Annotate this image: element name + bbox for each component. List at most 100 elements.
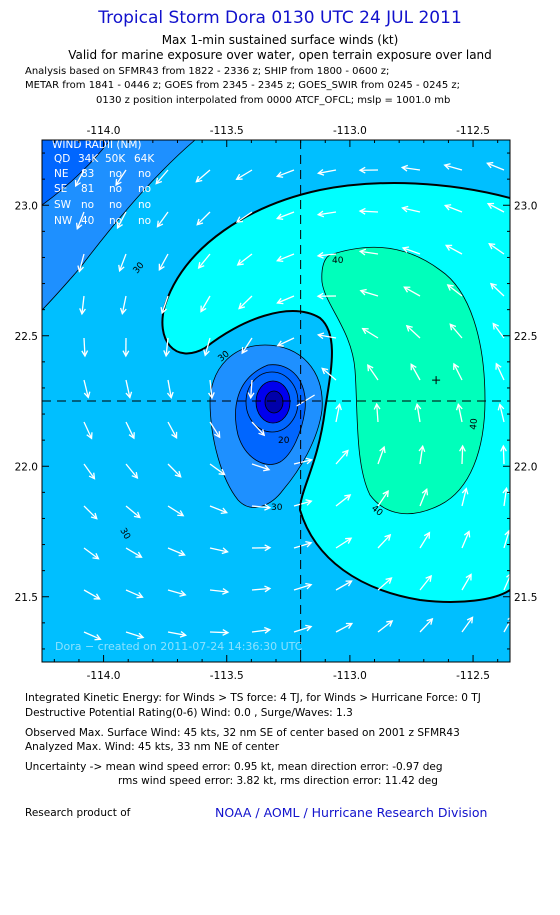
wind-arrow — [115, 169, 127, 187]
lon-tick-label-bottom: -113.5 — [210, 670, 244, 682]
wind-arrow — [75, 211, 85, 230]
lat-tick-label-left: 23.0 — [15, 200, 38, 212]
wind-arrow — [293, 624, 313, 633]
wind-arrow — [419, 531, 431, 549]
wind-arrow — [293, 582, 313, 591]
lat-tick-label-left: 21.5 — [15, 592, 38, 604]
wind-arrow — [251, 503, 272, 511]
wind-arrow — [163, 337, 171, 358]
wind-radii-cell: no — [109, 183, 122, 195]
wind-arrow — [251, 626, 272, 634]
wind-arrow — [275, 169, 295, 178]
wind-arrow — [358, 207, 379, 215]
wind-arrow — [403, 286, 421, 297]
subtitle-exposure: Valid for marine exposure over water, op… — [68, 48, 492, 62]
wind-arrow — [335, 449, 349, 465]
wind-arrow — [419, 574, 433, 591]
wind-radii-title: WIND RADII (NM) — [52, 139, 142, 151]
wind-arrow — [118, 253, 127, 273]
lon-tick-label-bottom: -113.0 — [333, 670, 367, 682]
wind-arrow — [238, 295, 253, 310]
wind-arrow — [167, 589, 187, 597]
wind-arrow — [461, 616, 474, 633]
wind-arrow — [167, 547, 186, 557]
research-product-label: Research product of — [25, 807, 131, 819]
wind-radii-cell: SE — [54, 183, 67, 195]
axis-tick-labels: -114.0 -114.0 -113.5 -113.5 -113.0 -113.0 -112… — [15, 125, 538, 682]
wind-arrow — [453, 362, 463, 381]
wind-arrow — [81, 337, 89, 358]
wind-arrow — [335, 622, 354, 633]
wind-arrow — [195, 169, 211, 183]
lat-tick-label-right: 22.5 — [514, 331, 537, 343]
wind-arrow — [503, 617, 510, 633]
analyzed-max-wind: Analyzed Max. Wind: 45 kts, 33 nm NE of … — [25, 741, 280, 753]
uncertainty-line-1: Uncertainty -> mean wind speed error: 0.… — [25, 761, 443, 773]
wind-arrow — [209, 629, 230, 636]
wind-radii-header: 50K — [105, 153, 126, 165]
wind-arrow — [276, 295, 295, 305]
contour-label: 20 — [278, 436, 290, 446]
wind-arrow — [83, 589, 101, 600]
analysis-sources-line-1: Analysis based on SFMR43 from 1822 - 233… — [25, 66, 390, 77]
wind-arrow — [335, 537, 353, 549]
band-40-50 — [321, 247, 485, 514]
wind-arrow — [335, 494, 352, 507]
wind-arrow — [160, 295, 169, 315]
lon-tick-label-top: -113.0 — [333, 125, 367, 137]
lon-tick-label-top: -114.0 — [87, 125, 121, 137]
wind-arrow — [83, 547, 100, 560]
wind-arrow — [158, 253, 169, 271]
position-mslp-line: 0130 z position interpolated from 0000 A… — [96, 95, 451, 106]
wind-arrow — [209, 588, 230, 595]
wind-arrow — [358, 166, 379, 174]
wind-arrow — [358, 248, 379, 256]
wind-arrow — [446, 284, 463, 297]
wind-arrow — [125, 589, 144, 599]
wind-arrow — [235, 211, 253, 223]
wind-arrow — [83, 379, 91, 399]
wind-arrow — [335, 403, 342, 423]
wind-arrow — [241, 337, 253, 355]
page-title: Tropical Storm Dora 0130 UTC 24 JUL 2011 — [98, 8, 462, 28]
wind-arrow — [293, 457, 313, 465]
wind-radii-cell: NW — [54, 215, 73, 227]
wind-arrow — [377, 577, 393, 591]
wind-arrow — [419, 617, 434, 633]
band-calm-eye — [265, 391, 283, 413]
wind-arrow — [83, 631, 102, 641]
subtitle-wind-type: Max 1-min sustained surface winds (kt) — [161, 33, 399, 47]
wind-arrow — [156, 211, 169, 228]
lon-tick-label-top: -113.5 — [210, 125, 244, 137]
wind-arrow — [400, 164, 421, 172]
wind-arrow — [492, 322, 505, 339]
wind-arrow — [209, 463, 226, 476]
wind-arrow — [207, 379, 215, 400]
wind-arrow — [486, 161, 505, 171]
wind-arrow — [125, 379, 133, 399]
contour-label: 30 — [271, 503, 283, 513]
wind-arrow — [251, 421, 266, 437]
wind-arrow — [321, 367, 337, 381]
wind-arrow — [79, 295, 86, 316]
wind-arrow — [316, 332, 337, 340]
wind-arrow — [489, 282, 505, 297]
wind-arrow — [125, 505, 141, 519]
wind-arrow — [316, 292, 337, 300]
wind-arrow — [203, 337, 211, 357]
axis-ticks — [42, 140, 510, 662]
lon-tick-label-top: -112.5 — [456, 125, 490, 137]
wind-arrow — [293, 499, 313, 507]
wind-arrow — [275, 211, 295, 220]
wind-arrow — [166, 379, 174, 400]
wind-arrow — [359, 288, 379, 297]
lat-tick-label-right: 21.5 — [514, 592, 537, 604]
wind-arrow — [377, 533, 392, 549]
wind-radii-cell: no — [109, 199, 122, 211]
wind-arrow — [459, 444, 466, 465]
dpr-line: Destructive Potential Rating(0-6) Wind: … — [25, 707, 353, 719]
observed-max-wind: Observed Max. Surface Wind: 45 kts, 32 n… — [25, 727, 460, 739]
wind-arrow — [455, 403, 463, 423]
wind-arrow — [125, 631, 145, 640]
wind-radii-cell: no — [109, 168, 122, 180]
